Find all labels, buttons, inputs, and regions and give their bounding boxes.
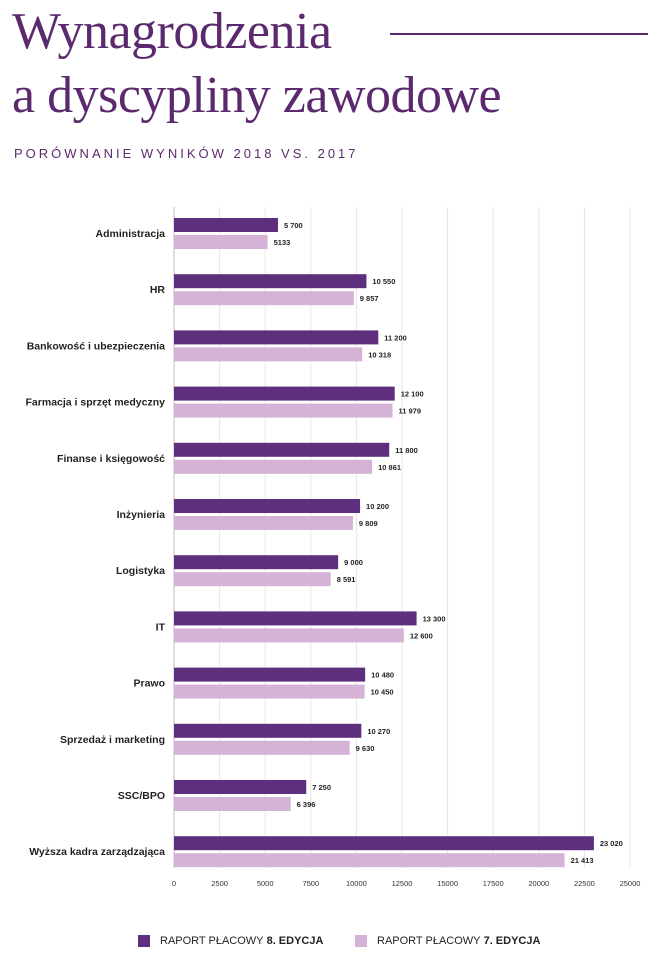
bar-7-edycja [174, 740, 350, 755]
data-label: 10 450 [371, 688, 394, 697]
data-label: 6 396 [297, 800, 316, 809]
data-label: 11 979 [398, 407, 421, 416]
x-tick-label: 22500 [574, 879, 595, 888]
data-label: 9 000 [344, 558, 363, 567]
category-label: IT [156, 621, 166, 633]
data-label: 7 250 [312, 783, 331, 792]
legend-label-7-prefix: RAPORT PŁACOWY [377, 935, 481, 947]
bar-8-edycja [174, 330, 379, 345]
category-label: Inżynieria [117, 509, 166, 521]
bar-8-edycja [174, 611, 417, 626]
bar-8-edycja [174, 218, 278, 232]
bar-8-edycja [174, 667, 366, 682]
category-label: Wyższa kadra zarządzająca [29, 846, 165, 858]
data-label: 21 413 [571, 856, 594, 865]
data-label: 12 600 [410, 631, 433, 640]
bar-7-edycja [174, 403, 393, 418]
bar-8-edycja [174, 836, 594, 851]
category-label: Finanse i księgowość [57, 453, 165, 465]
bar-8-edycja [174, 499, 361, 513]
x-tick-label: 5000 [257, 879, 274, 888]
bar-7-edycja [174, 628, 404, 643]
bar-7-edycja [174, 235, 268, 249]
data-label: 9 630 [356, 744, 375, 753]
bar-7-edycja [174, 572, 331, 587]
x-tick-label: 20000 [528, 879, 549, 888]
category-label: SSC/BPO [118, 790, 165, 802]
data-label: 10 550 [372, 277, 395, 286]
data-label: 10 200 [366, 502, 389, 511]
category-label: HR [150, 284, 166, 296]
data-label: 9 809 [359, 519, 378, 528]
data-label: 5133 [274, 238, 291, 247]
x-tick-label: 12500 [392, 879, 413, 888]
title-rule [390, 33, 648, 35]
legend-label-7-bold: 7. EDYCJA [483, 935, 541, 947]
legend-swatch-7-edycja [355, 935, 367, 947]
bar-8-edycja [174, 780, 307, 794]
data-label: 10 270 [367, 727, 390, 736]
bar-7-edycja [174, 797, 291, 811]
data-label: 10 480 [371, 671, 394, 680]
data-label: 13 300 [423, 614, 446, 623]
x-tick-label: 0 [172, 879, 176, 888]
x-tick-label: 2500 [211, 879, 228, 888]
category-label: Administracja [96, 228, 166, 240]
x-tick-label: 10000 [346, 879, 367, 888]
data-label: 12 100 [401, 390, 424, 399]
bar-7-edycja [174, 347, 363, 362]
bar-8-edycja [174, 442, 390, 457]
category-label: Farmacja i sprzęt medyczny [26, 397, 166, 409]
category-label: Sprzedaż i marketing [60, 734, 165, 746]
category-label: Logistyka [116, 565, 165, 577]
category-label: Bankowość i ubezpieczenia [27, 340, 165, 352]
x-tick-label: 15000 [437, 879, 458, 888]
data-label: 10 861 [378, 463, 401, 472]
legend-label-8-prefix: RAPORT PŁACOWY [160, 935, 264, 947]
x-tick-label: 17500 [483, 879, 504, 888]
x-tick-label: 25000 [620, 879, 641, 888]
bar-7-edycja [174, 291, 354, 306]
page-title-line-2: a dyscypliny zawodowe [12, 67, 502, 124]
data-label: 8 591 [337, 575, 356, 584]
data-label: 9 857 [360, 294, 379, 303]
bar-8-edycja [174, 274, 367, 289]
bar-chart: 0 2500 5000 7500 10000 12500 15000 17500 20000 22… [26, 207, 641, 888]
legend-swatch-8-edycja [138, 935, 150, 947]
bar-8-edycja [174, 386, 395, 401]
legend-item-7-edycja: RAPORT PŁACOWY 7. EDYCJA [355, 933, 540, 949]
bar-7-edycja [174, 516, 353, 530]
legend-label-8-bold: 8. EDYCJA [266, 935, 324, 947]
bar-7-edycja [174, 459, 373, 474]
x-tick-label: 7500 [302, 879, 319, 888]
page-subtitle: PORÓWNANIE WYNIKÓW 2018 VS. 2017 [14, 146, 359, 161]
legend-item-8-edycja: RAPORT PŁACOWY 8. EDYCJA [138, 933, 323, 949]
data-label: 11 200 [384, 333, 407, 342]
page-title-line-1: Wynagrodzenia [12, 3, 332, 60]
bar-8-edycja [174, 555, 339, 570]
category-label: Prawo [133, 678, 165, 690]
bar-7-edycja [174, 684, 365, 699]
data-label: 23 020 [600, 839, 623, 848]
bar-8-edycja [174, 723, 362, 738]
data-label: 5 700 [284, 221, 303, 230]
bar-7-edycja [174, 853, 565, 868]
data-label: 10 318 [368, 350, 391, 359]
data-label: 11 800 [395, 446, 418, 455]
